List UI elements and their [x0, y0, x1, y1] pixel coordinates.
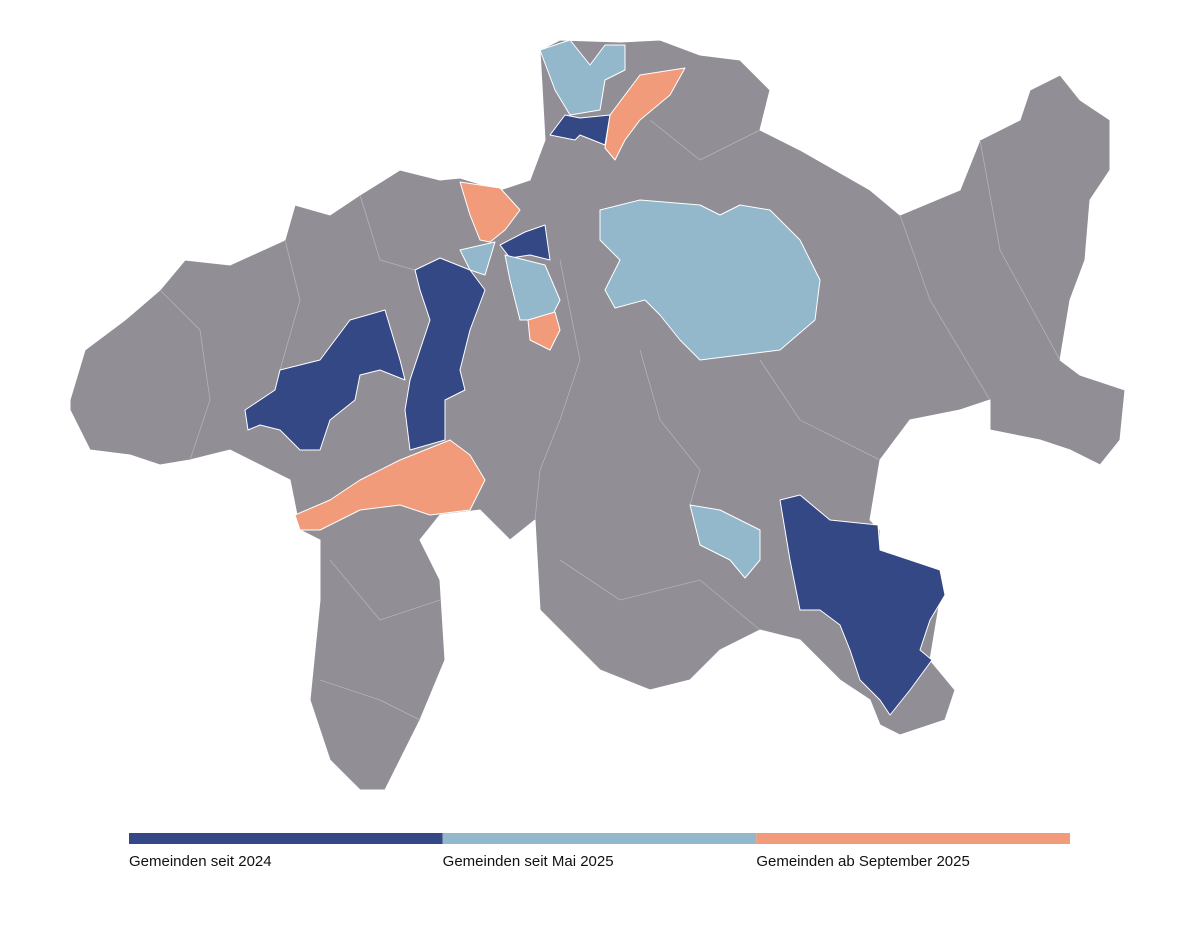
legend-swatch [756, 833, 1070, 844]
region [604, 67, 686, 161]
region [294, 439, 486, 531]
region [459, 181, 521, 243]
border [759, 359, 881, 461]
border [639, 349, 701, 506]
region [404, 257, 486, 451]
map [69, 39, 1126, 791]
border [329, 559, 441, 621]
border [979, 139, 1061, 361]
region [244, 309, 406, 451]
legend-label: Gemeinden seit Mai 2025 [443, 853, 614, 870]
legend-swatch [129, 833, 443, 844]
region [459, 241, 496, 276]
border [359, 194, 416, 271]
legend-swatch [442, 833, 757, 844]
border [559, 559, 761, 631]
legend: Gemeinden seit 2024 Gemeinden seit Mai 20… [129, 833, 1070, 870]
region [599, 199, 821, 361]
border [649, 119, 761, 161]
legend-label: Gemeinden ab September 2025 [756, 853, 969, 870]
border [899, 214, 991, 401]
border [534, 259, 581, 521]
region [779, 494, 946, 716]
map-outline [69, 39, 1126, 791]
region [527, 311, 561, 351]
border [319, 679, 421, 721]
legend-label: Gemeinden seit 2024 [129, 853, 272, 870]
internal-borders [159, 119, 1061, 721]
border [159, 289, 211, 461]
region [539, 39, 626, 116]
region [689, 504, 761, 579]
border [279, 239, 301, 371]
